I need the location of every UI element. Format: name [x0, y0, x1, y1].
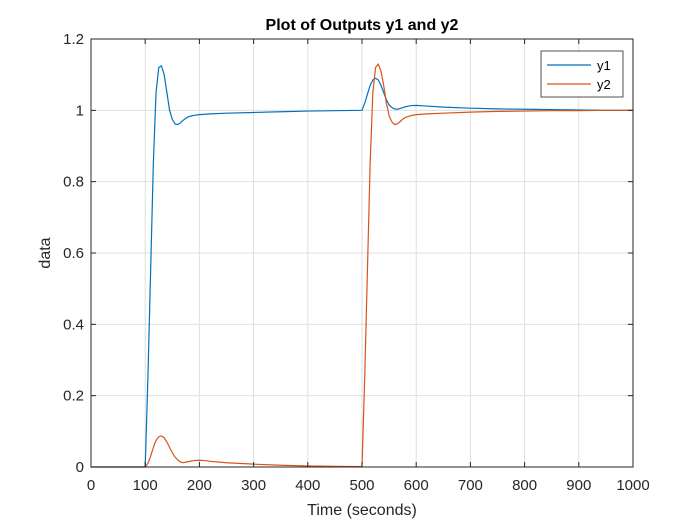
- legend-entry-y1: y1: [597, 58, 611, 73]
- x-tick-label: 900: [566, 477, 591, 494]
- y-tick-label: 0.8: [63, 174, 84, 191]
- x-tick-label: 100: [133, 477, 158, 494]
- x-tick-label: 800: [512, 477, 537, 494]
- y-tick-label: 1.2: [63, 31, 84, 48]
- x-tick-labels: 0 100 200 300 400 500 600 700 800 900 1000: [87, 477, 650, 494]
- y-tick-labels: 0 0.2 0.4 0.6 0.8 1 1.2: [63, 31, 84, 476]
- x-tick-label: 300: [241, 477, 266, 494]
- x-tick-label: 700: [458, 477, 483, 494]
- x-tick-label: 500: [349, 477, 374, 494]
- x-tick-label: 1000: [616, 477, 649, 494]
- x-axis-label: Time (seconds): [307, 502, 417, 519]
- legend-entry-y2: y2: [597, 77, 611, 92]
- y-tick-label: 0.6: [63, 245, 84, 262]
- x-tick-label: 600: [404, 477, 429, 494]
- x-tick-label: 0: [87, 477, 95, 494]
- legend: y1 y2: [540, 50, 624, 98]
- series-lines: [91, 63, 633, 468]
- y-tick-label: 0.2: [63, 388, 84, 405]
- x-tick-label: 400: [295, 477, 320, 494]
- ticks: [90, 38, 634, 468]
- series-line-y1: [91, 65, 633, 468]
- y-tick-label: 1: [76, 102, 84, 119]
- series-line-y2: [91, 63, 633, 468]
- grid: [90, 38, 634, 468]
- x-tick-label: 200: [187, 477, 212, 494]
- y-tick-label: 0: [76, 459, 84, 476]
- y-axis-label: data: [37, 237, 54, 268]
- chart-title: Plot of Outputs y1 and y2: [266, 17, 459, 34]
- legend-box: [540, 50, 624, 98]
- y-tick-label: 0.4: [63, 316, 84, 333]
